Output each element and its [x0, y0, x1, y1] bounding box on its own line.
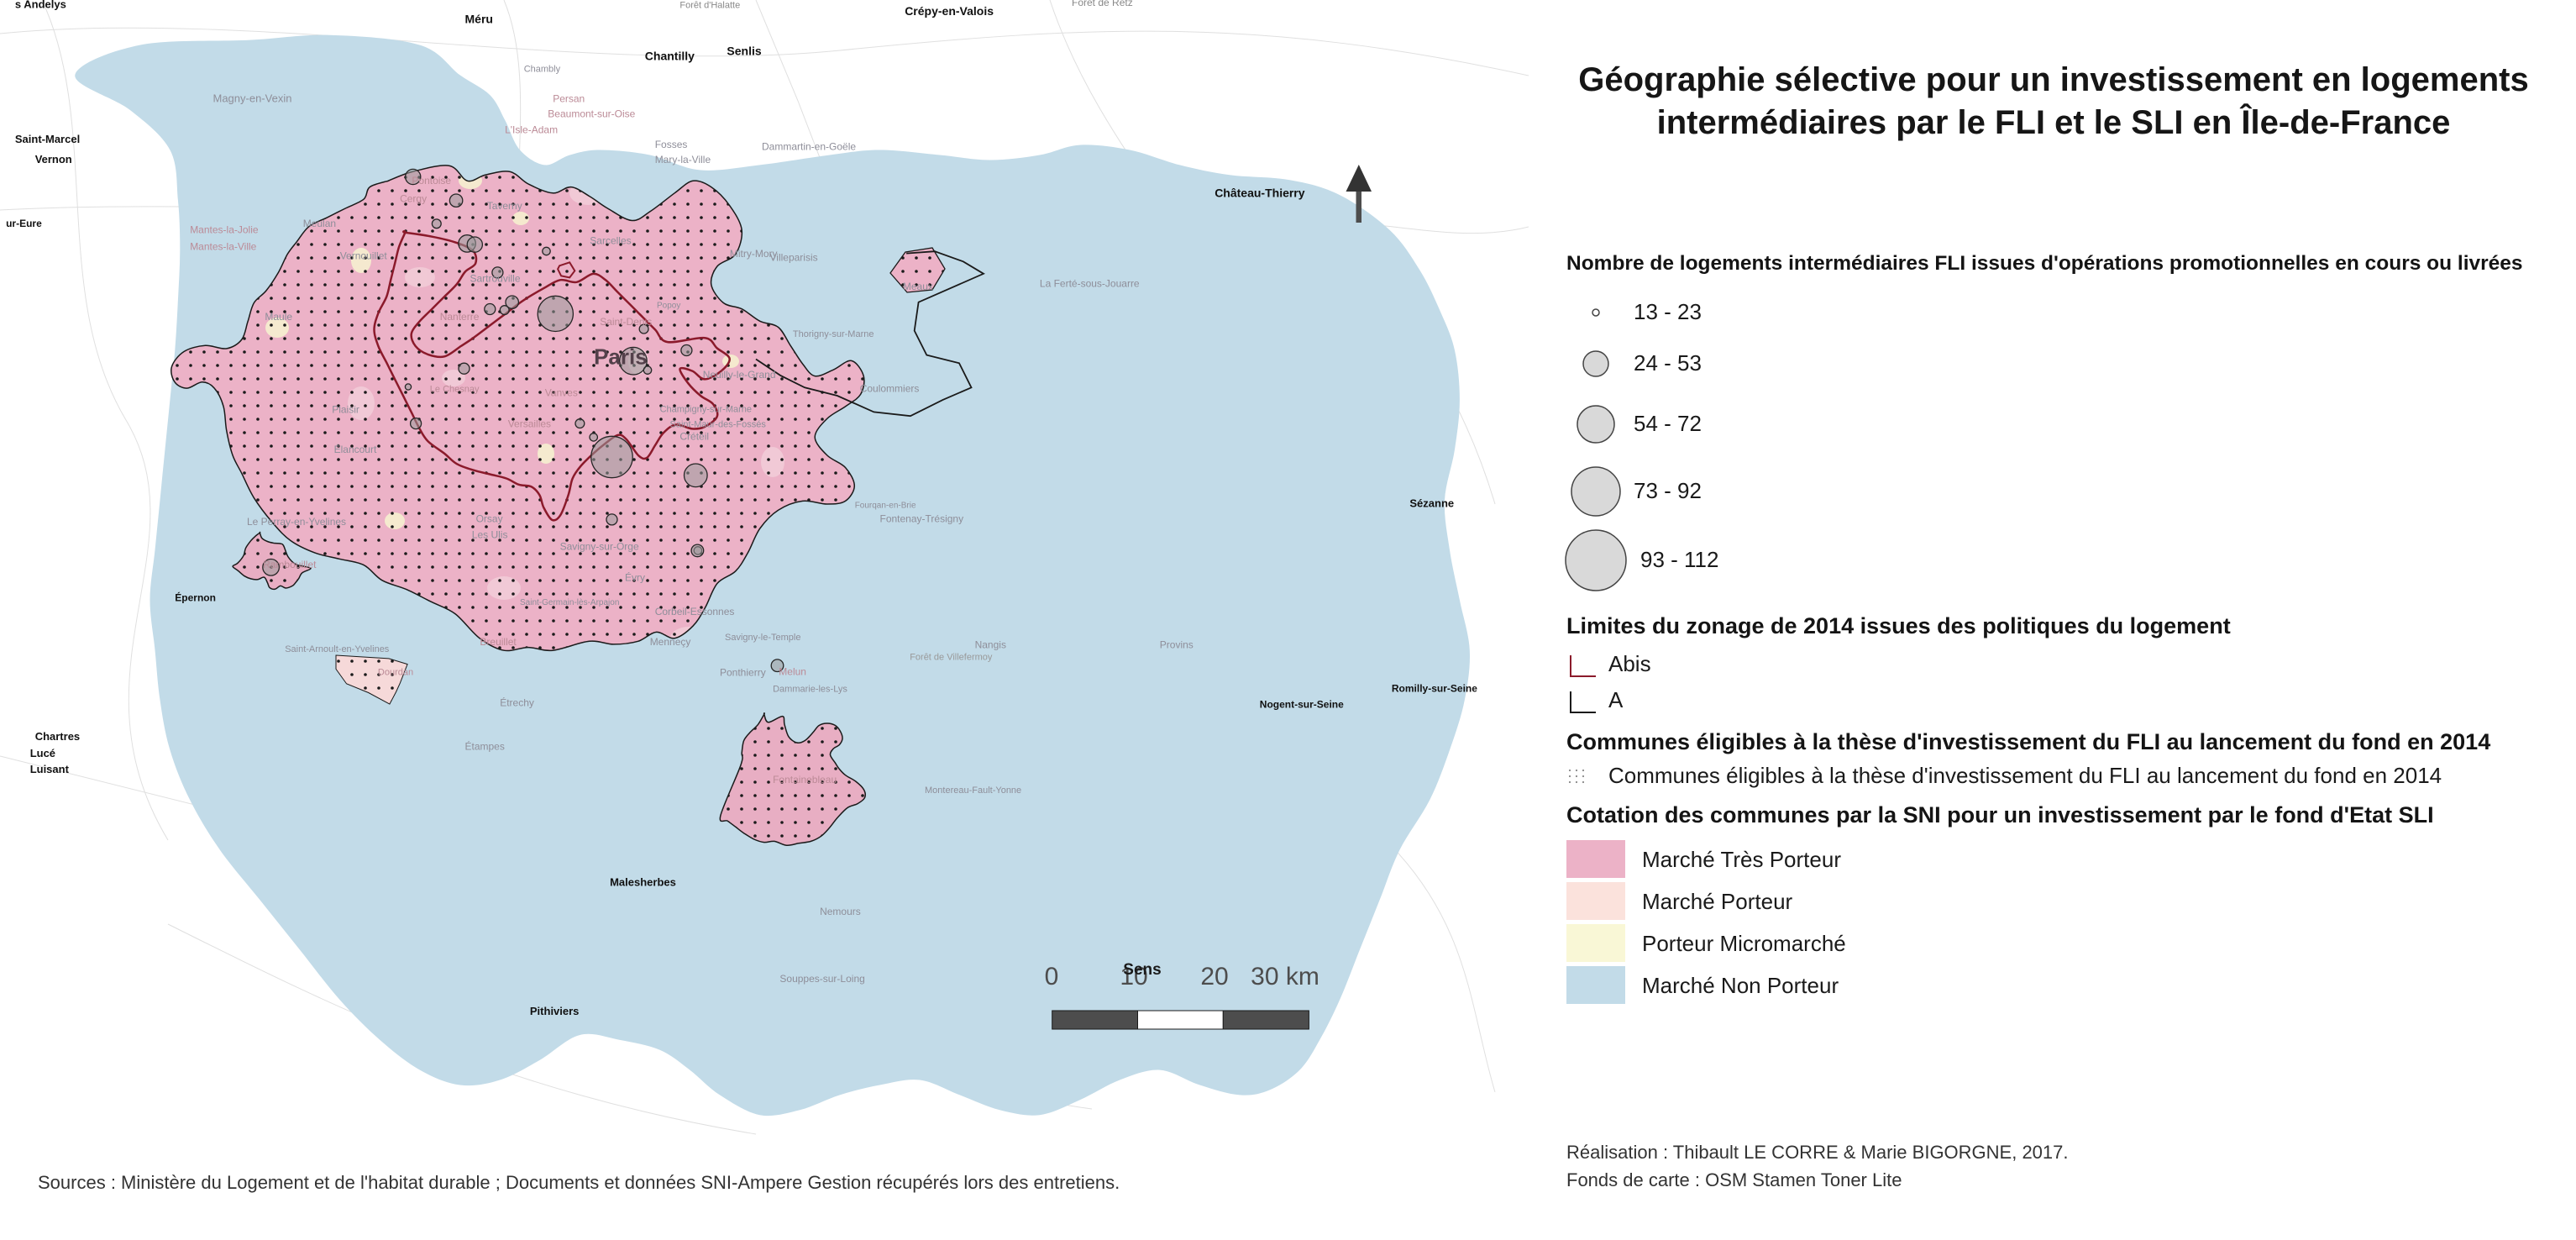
svg-text:Montereau-Fault-Yonne: Montereau-Fault-Yonne [925, 786, 1021, 796]
svg-text:20: 20 [1200, 963, 1228, 990]
svg-text:Sarcelles: Sarcelles [590, 234, 631, 246]
svg-text:Pontoise: Pontoise [412, 175, 451, 187]
svg-text:Champigny-sur-Marne: Champigny-sur-Marne [660, 404, 752, 414]
svg-text:73 - 92: 73 - 92 [1634, 478, 1702, 503]
svg-text:Beaumont-sur-Oise: Beaumont-sur-Oise [548, 108, 635, 119]
svg-text:Sens: Sens [1123, 961, 1161, 979]
svg-text:30 km: 30 km [1251, 963, 1319, 990]
svg-text:Souppes-sur-Loing: Souppes-sur-Loing [779, 973, 864, 985]
svg-text:13 - 23: 13 - 23 [1634, 299, 1702, 324]
svg-text:Vernouillet: Vernouillet [340, 250, 388, 261]
svg-text:La Ferté-sous-Jouarre: La Ferté-sous-Jouarre [1040, 278, 1140, 290]
svg-text:Chambly: Chambly [524, 65, 561, 75]
svg-text:Saint-Denis: Saint-Denis [600, 316, 652, 328]
svg-text:54 - 72: 54 - 72 [1634, 411, 1702, 436]
svg-text:Dammartin-en-Goële: Dammartin-en-Goële [762, 141, 856, 153]
svg-text:Senlis: Senlis [727, 45, 761, 58]
svg-text:Crépy-en-Valois: Crépy-en-Valois [905, 4, 994, 18]
svg-text:Plaisir: Plaisir [332, 404, 359, 416]
svg-text:Breuillet: Breuillet [480, 636, 517, 648]
svg-text:Romilly-sur-Seine: Romilly-sur-Seine [1392, 683, 1477, 695]
svg-text:Villeparisis: Villeparisis [770, 252, 818, 264]
svg-text:Dourdan: Dourdan [378, 668, 413, 678]
svg-text:Vernon: Vernon [35, 153, 72, 166]
svg-text:Étrechy: Étrechy [500, 696, 534, 708]
svg-text:Meaux: Meaux [903, 281, 933, 292]
svg-text:Forêt de Villefermoy: Forêt de Villefermoy [910, 653, 993, 663]
svg-text:Nangis: Nangis [975, 638, 1006, 650]
svg-text:Élancourt: Élancourt [334, 443, 377, 455]
svg-text:Provins: Provins [1160, 638, 1194, 650]
svg-text:Popoy: Popoy [657, 302, 680, 311]
svg-text:Persan: Persan [553, 92, 585, 104]
svg-text:Coulommiers: Coulommiers [860, 383, 920, 395]
svg-text:Épernon: Épernon [175, 591, 216, 603]
svg-text:Nanterre: Nanterre [440, 311, 480, 323]
svg-text:Magny-en-Vexin: Magny-en-Vexin [213, 92, 292, 104]
svg-text:Saint-Maur-des-Fossés: Saint-Maur-des-Fossés [670, 419, 767, 429]
svg-text:Luisant: Luisant [30, 763, 70, 775]
svg-text:93 - 112: 93 - 112 [1640, 547, 1718, 572]
svg-text:Les Ulis: Les Ulis [472, 528, 508, 540]
svg-text:Taverny: Taverny [487, 200, 522, 212]
svg-text:Maule: Maule [265, 311, 292, 323]
svg-text:Savigny-le-Temple: Savigny-le-Temple [725, 633, 800, 643]
svg-text:Nogent-sur-Seine: Nogent-sur-Seine [1260, 699, 1344, 711]
svg-text:Chartres: Chartres [35, 730, 80, 743]
svg-text:Malesherbes: Malesherbes [610, 876, 676, 889]
svg-text:Meulan: Meulan [303, 218, 336, 229]
svg-text:Sézanne: Sézanne [1409, 497, 1454, 510]
svg-text:Fosses: Fosses [655, 139, 688, 150]
svg-text:Ponthierry: Ponthierry [720, 667, 766, 679]
svg-text:Rambouillet: Rambouillet [263, 559, 317, 570]
svg-text:Dammarie-les-Lys: Dammarie-les-Lys [773, 685, 847, 695]
svg-text:Neuilly-le-Grand: Neuilly-le-Grand [703, 369, 776, 381]
svg-text:Versailles: Versailles [508, 418, 551, 429]
svg-text:Nemours: Nemours [820, 906, 861, 917]
svg-text:Château-Thierry: Château-Thierry [1215, 187, 1305, 200]
svg-text:Thorigny-sur-Marne: Thorigny-sur-Marne [793, 329, 874, 339]
svg-text:ur-Eure: ur-Eure [6, 218, 42, 229]
svg-text:Menneçy: Menneçy [650, 636, 691, 648]
svg-text:s Andelys: s Andelys [15, 0, 66, 11]
svg-text:Lucé: Lucé [30, 747, 55, 759]
svg-text:Savigny-sur-Orge: Savigny-sur-Orge [560, 541, 639, 553]
svg-text:Mantes-la-Ville: Mantes-la-Ville [190, 241, 256, 253]
svg-text:Saint-Marcel: Saint-Marcel [15, 133, 80, 145]
svg-text:Mantes-la-Jolie: Mantes-la-Jolie [190, 223, 259, 235]
svg-text:Saint-Arnoult-en-Yvelines: Saint-Arnoult-en-Yvelines [285, 644, 390, 654]
svg-text:Évry: Évry [625, 571, 645, 584]
svg-text:Saint-Germain-lès-Arpajon: Saint-Germain-lès-Arpajon [520, 598, 619, 607]
svg-text:L'Isle-Adam: L'Isle-Adam [505, 123, 558, 135]
svg-text:Corbeil-Essonnes: Corbeil-Essonnes [655, 606, 735, 617]
svg-text:Le Perray-en-Yvelines: Le Perray-en-Yvelines [247, 516, 346, 528]
svg-text:Paris: Paris [594, 344, 648, 369]
svg-text:Melun: Melun [779, 666, 806, 678]
svg-text:Chantilly: Chantilly [645, 49, 695, 62]
svg-text:Créteil: Créteil [679, 431, 709, 443]
svg-text:Méru: Méru [465, 12, 493, 25]
svg-text:Fourqan-en-Brie: Fourqan-en-Brie [855, 502, 916, 511]
svg-text:0: 0 [1045, 963, 1059, 990]
svg-text:Étampes: Étampes [465, 740, 505, 753]
svg-text:Mary-la-Ville: Mary-la-Ville [655, 154, 711, 166]
svg-text:Pithiviers: Pithiviers [530, 1005, 580, 1017]
svg-text:Vanves: Vanves [545, 386, 578, 398]
svg-text:Cergy: Cergy [400, 192, 427, 204]
svg-text:Fontainebleau: Fontainebleau [773, 774, 837, 786]
svg-text:Fontenay-Trésigny: Fontenay-Trésigny [880, 512, 964, 524]
svg-text:Forêt d'Halatte: Forêt d'Halatte [679, 1, 740, 11]
svg-text:24 - 53: 24 - 53 [1634, 350, 1702, 376]
svg-text:Le Chesnay: Le Chesnay [430, 385, 480, 395]
svg-text:Forêt de Retz: Forêt de Retz [1072, 0, 1133, 8]
svg-text:Orsay: Orsay [476, 512, 503, 524]
svg-text:Sartrouville: Sartrouville [470, 273, 521, 285]
